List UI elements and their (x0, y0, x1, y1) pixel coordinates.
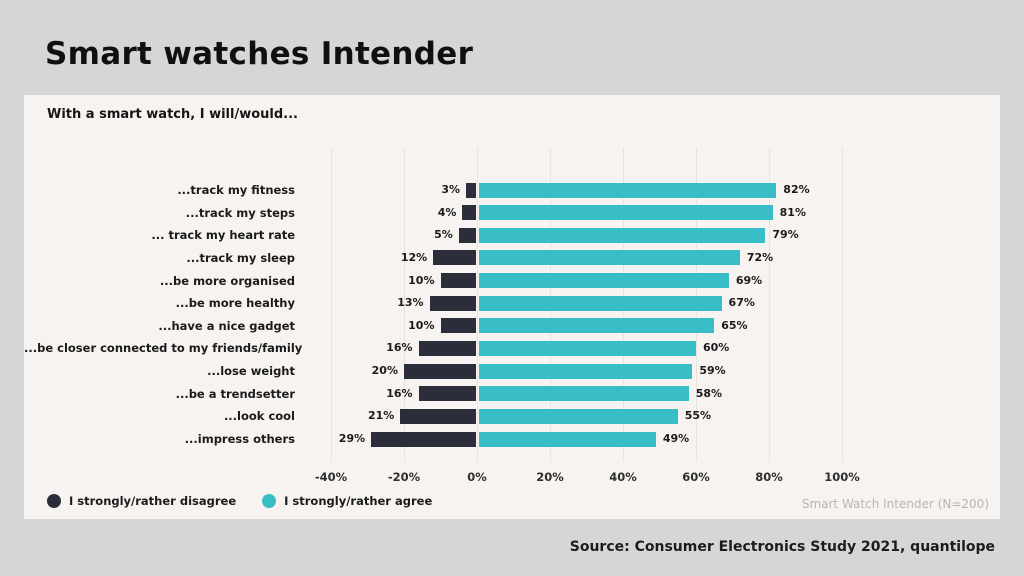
agree-value-label: 60% (703, 341, 730, 355)
disagree-bar (400, 409, 476, 424)
category-label: ...track my fitness (177, 183, 295, 197)
x-axis-tick: 100% (824, 470, 860, 484)
category-label: ...be more healthy (175, 296, 295, 311)
agree-bar (479, 409, 678, 424)
category-label: ...be more organised (159, 273, 295, 288)
agree-bar (479, 183, 777, 198)
agree-value-label: 81% (779, 205, 806, 219)
disagree-value-label: 10% (408, 318, 435, 332)
legend-color-dot (47, 494, 61, 508)
agree-bar (479, 341, 696, 356)
disagree-bar (371, 432, 476, 447)
agree-value-label: 67% (728, 296, 755, 310)
agree-value-label: 59% (699, 364, 726, 378)
agree-bar (479, 318, 715, 333)
disagree-bar (462, 205, 476, 220)
x-axis-tick: 40% (609, 470, 637, 484)
legend-color-dot (262, 494, 277, 508)
agree-value-label: 69% (735, 273, 763, 287)
disagree-value-label: 16% (386, 386, 413, 400)
disagree-bar (440, 273, 476, 288)
gridline (331, 148, 332, 462)
chart-question: With a smart watch, I will/would... (47, 107, 298, 122)
agree-bar (479, 228, 766, 243)
page-title: Smart watches Intender (45, 36, 474, 72)
bar-chart-plot-area: -40% -20% 0% 20% 40% 60% 80% 100% ...track my fi… (24, 95, 1000, 519)
category-label: ...be closer connected to my friends/fam… (24, 341, 303, 356)
agree-bar (479, 364, 693, 379)
category-label: ...impress others (184, 432, 295, 447)
legend-item: I strongly/rather disagree (47, 494, 236, 508)
category-label: ... track my heart rate (151, 228, 295, 243)
disagree-value-label: 29% (338, 432, 366, 446)
agree-bar (479, 205, 773, 220)
category-label: ...track my sleep (186, 250, 295, 265)
disagree-value-label: 5% (434, 228, 453, 242)
chart-legend: I strongly/rather disagree I strongly/rat… (47, 493, 432, 509)
agree-value-label: 79% (772, 228, 799, 242)
gridline (404, 148, 405, 462)
gridline (477, 148, 478, 462)
legend-label: I strongly/rather disagree (69, 494, 237, 508)
agree-bar (479, 432, 656, 447)
x-axis-tick: -40% (314, 470, 348, 484)
category-label: ...lose weight (207, 364, 295, 379)
disagree-bar (466, 183, 476, 198)
agree-value-label: 49% (662, 432, 690, 446)
agree-bar (479, 296, 722, 311)
agree-value-label: 72% (746, 250, 774, 264)
x-axis-tick: 60% (682, 470, 710, 484)
disagree-value-label: 21% (368, 409, 395, 423)
disagree-value-label: 3% (441, 183, 461, 196)
disagree-bar (433, 250, 476, 265)
disagree-value-label: 16% (386, 341, 413, 355)
legend-item: I strongly/rather agree (262, 494, 432, 508)
disagree-value-label: 10% (408, 273, 435, 287)
x-axis-tick: 0% (467, 470, 487, 484)
category-label: ...be a trendsetter (175, 386, 295, 401)
disagree-bar (418, 386, 476, 401)
agree-value-label: 82% (783, 183, 810, 196)
disagree-value-label: 20% (371, 364, 398, 378)
disagree-value-label: 13% (397, 296, 424, 310)
gridline (842, 148, 843, 462)
agree-bar (479, 273, 729, 288)
gridline (769, 148, 770, 462)
agree-value-label: 55% (684, 409, 712, 423)
disagree-value-label: 12% (400, 250, 428, 264)
agree-value-label: 58% (695, 386, 723, 400)
disagree-bar (440, 318, 476, 333)
x-axis-tick: 80% (755, 470, 783, 484)
x-axis-tick: -20% (387, 470, 421, 484)
agree-bar (479, 250, 740, 265)
disagree-value-label: 4% (437, 205, 457, 219)
chart-card: With a smart watch, I will/would... -40%… (24, 95, 1000, 519)
disagree-bar (418, 341, 476, 356)
legend-label: I strongly/rather agree (284, 494, 433, 508)
sample-size-note: Smart Watch Intender (N=200) (801, 497, 989, 511)
category-label: ...track my steps (185, 205, 295, 220)
disagree-bar (404, 364, 476, 379)
disagree-bar (458, 228, 476, 243)
category-label: ...have a nice gadget (158, 318, 295, 333)
agree-value-label: 65% (721, 318, 748, 332)
disagree-bar (429, 296, 476, 311)
x-axis-tick: 20% (536, 470, 564, 484)
agree-bar (479, 386, 689, 401)
source-text: Source: Consumer Electronics Study 2021,… (569, 539, 995, 555)
category-label: ...look cool (223, 409, 295, 424)
